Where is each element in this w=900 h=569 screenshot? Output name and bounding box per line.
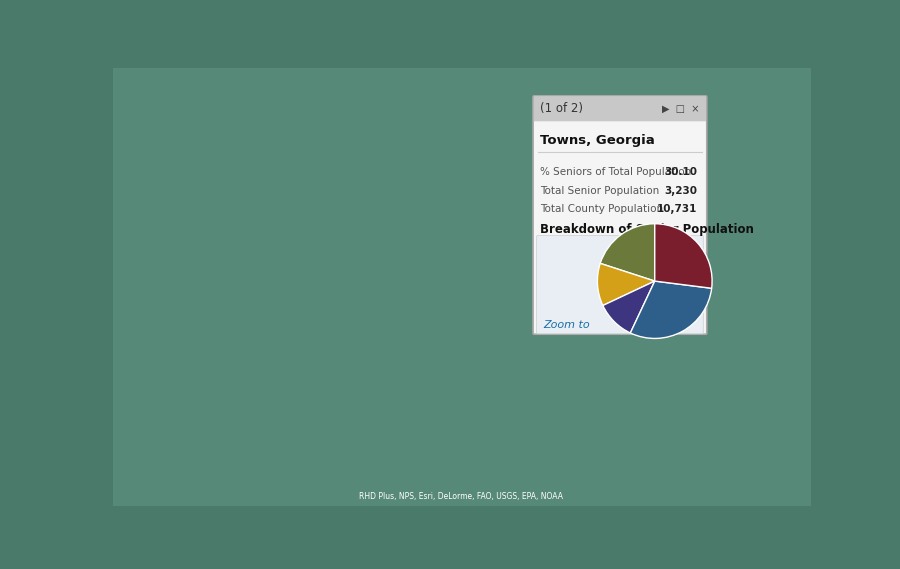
Text: Towns, Georgia: Towns, Georgia (540, 134, 655, 147)
Wedge shape (600, 224, 655, 281)
Text: Zoom to: Zoom to (543, 320, 590, 331)
Wedge shape (598, 263, 655, 306)
Wedge shape (630, 281, 712, 339)
Text: 3,230: 3,230 (664, 185, 697, 196)
Text: (1 of 2): (1 of 2) (540, 102, 583, 116)
Text: Breakdown of Senior Population: Breakdown of Senior Population (540, 224, 754, 237)
Text: 30.10: 30.10 (664, 167, 697, 177)
FancyBboxPatch shape (536, 236, 703, 334)
FancyBboxPatch shape (534, 96, 706, 121)
Text: ▶  □  ×: ▶ □ × (662, 104, 700, 114)
Wedge shape (603, 281, 655, 333)
Wedge shape (655, 224, 712, 288)
FancyBboxPatch shape (533, 96, 706, 334)
Text: RHD Plus, NPS, Esri, DeLorme, FAO, USGS, EPA, NOAA: RHD Plus, NPS, Esri, DeLorme, FAO, USGS,… (359, 492, 563, 501)
Text: % Seniors of Total Population: % Seniors of Total Population (540, 167, 691, 177)
Text: Total Senior Population: Total Senior Population (540, 185, 660, 196)
Text: Total County Population: Total County Population (540, 204, 663, 214)
Text: 10,731: 10,731 (657, 204, 697, 214)
